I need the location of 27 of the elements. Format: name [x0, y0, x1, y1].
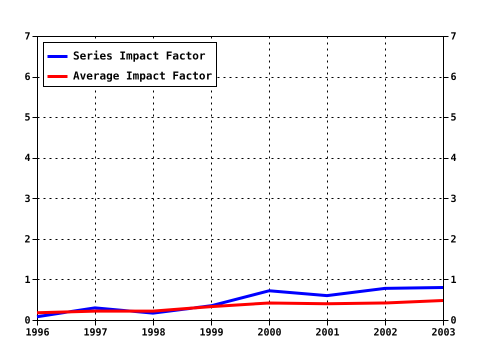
y2-tick-label: 1 — [450, 274, 457, 286]
x-tick-label: 2002 — [373, 328, 398, 338]
y2-tick-label: 0 — [450, 316, 457, 326]
x-tick-label: 1997 — [83, 328, 108, 338]
x-tick-label: 2000 — [257, 328, 282, 338]
y2-tick-label: 3 — [450, 194, 457, 205]
y2-tick-label: 7 — [450, 32, 457, 42]
y-tick-label: 3 — [24, 194, 30, 205]
y2-tick-label: 6 — [450, 72, 457, 84]
y2-tick-label: 5 — [450, 112, 457, 124]
y-tick-label: 1 — [24, 274, 30, 286]
y2-tick-label: 2 — [450, 234, 457, 246]
x-tick-label: 1996 — [25, 328, 50, 338]
y-tick-label: 5 — [24, 112, 30, 124]
legend-label: Series Impact Factor — [73, 50, 206, 62]
y2-tick-label: 4 — [450, 153, 457, 164]
x-tick-label: 1999 — [199, 328, 224, 338]
x-tick-label: 2003 — [431, 328, 456, 338]
legend-label: Average Impact Factor — [73, 70, 212, 82]
line-series — [36, 299, 444, 314]
y-tick-label: 2 — [24, 234, 30, 246]
y-tick-label: 6 — [24, 72, 30, 84]
x-tick-label: 2001 — [315, 328, 340, 338]
y-tick-label: 0 — [24, 316, 30, 326]
x-tick-label: 1998 — [141, 328, 166, 338]
y-tick-label: 4 — [24, 153, 30, 164]
y-tick-label: 7 — [24, 32, 30, 42]
